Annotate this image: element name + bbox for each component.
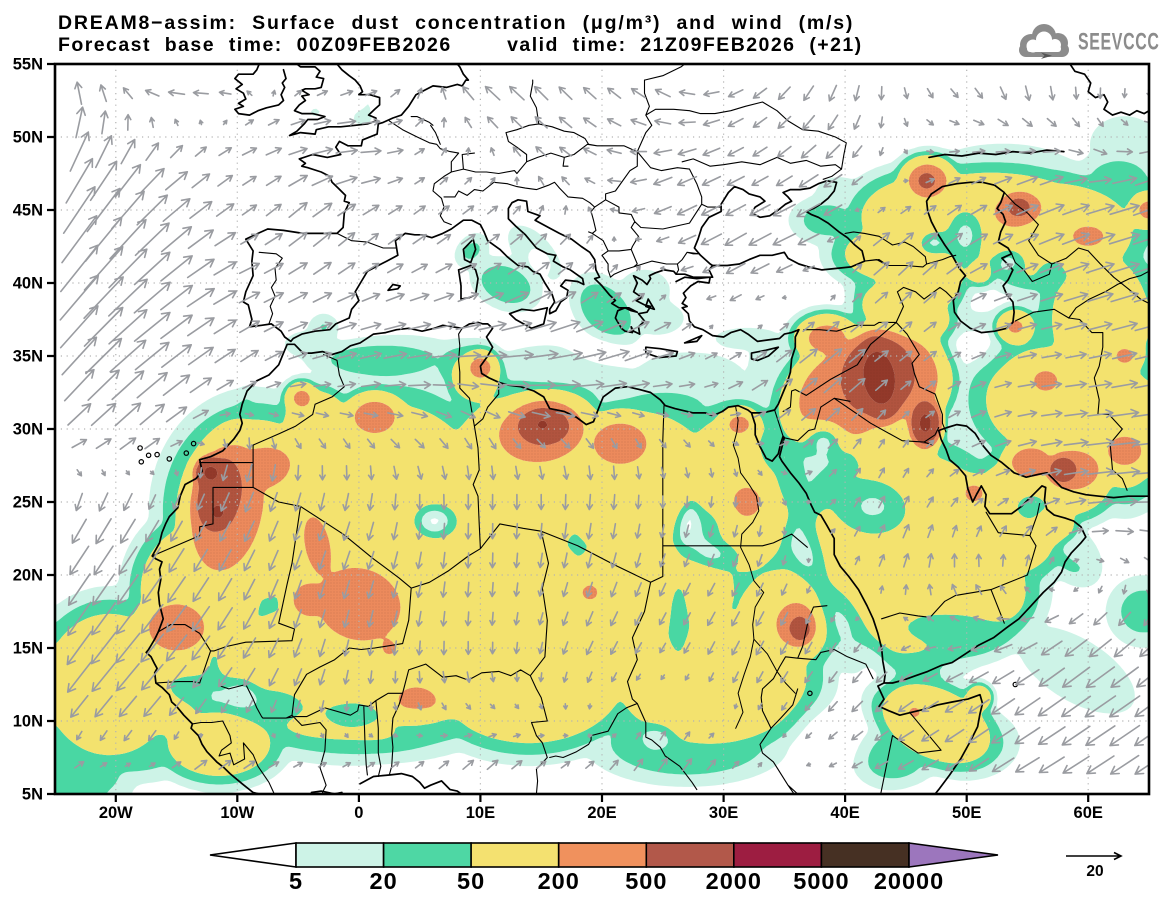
svg-text:15N: 15N	[13, 640, 43, 658]
svg-text:20W: 20W	[99, 804, 133, 822]
svg-text:5: 5	[289, 868, 303, 894]
svg-text:35N: 35N	[13, 348, 43, 366]
svg-text:20000: 20000	[874, 868, 944, 894]
svg-text:DREAM8−assim: Surface dust con: DREAM8−assim: Surface dust concentration…	[58, 12, 854, 34]
svg-text:20E: 20E	[587, 804, 616, 822]
svg-text:200: 200	[538, 868, 580, 894]
svg-text:20N: 20N	[13, 567, 43, 585]
svg-text:40N: 40N	[13, 275, 43, 293]
svg-text:50E: 50E	[952, 804, 981, 822]
svg-text:0: 0	[354, 804, 363, 822]
svg-text:SEEVCCC: SEEVCCC	[1078, 28, 1160, 55]
svg-text:10E: 10E	[466, 804, 495, 822]
svg-text:50: 50	[457, 868, 485, 894]
svg-text:25N: 25N	[13, 494, 43, 512]
svg-text:20: 20	[1086, 863, 1103, 880]
svg-text:30E: 30E	[709, 804, 738, 822]
svg-text:40E: 40E	[830, 804, 859, 822]
svg-text:10W: 10W	[220, 804, 254, 822]
svg-text:60E: 60E	[1074, 804, 1103, 822]
svg-text:5000: 5000	[793, 868, 849, 894]
svg-text:30N: 30N	[13, 421, 43, 439]
svg-text:45N: 45N	[13, 202, 43, 220]
svg-text:500: 500	[625, 868, 667, 894]
svg-text:50N: 50N	[13, 129, 43, 147]
svg-text:10N: 10N	[13, 713, 43, 731]
svg-text:Forecast base time: 00Z09FEB20: Forecast base time: 00Z09FEB2026 valid t…	[58, 34, 863, 56]
svg-text:5N: 5N	[22, 786, 43, 804]
svg-text:20: 20	[370, 868, 398, 894]
svg-text:2000: 2000	[706, 868, 762, 894]
svg-text:55N: 55N	[13, 56, 43, 74]
